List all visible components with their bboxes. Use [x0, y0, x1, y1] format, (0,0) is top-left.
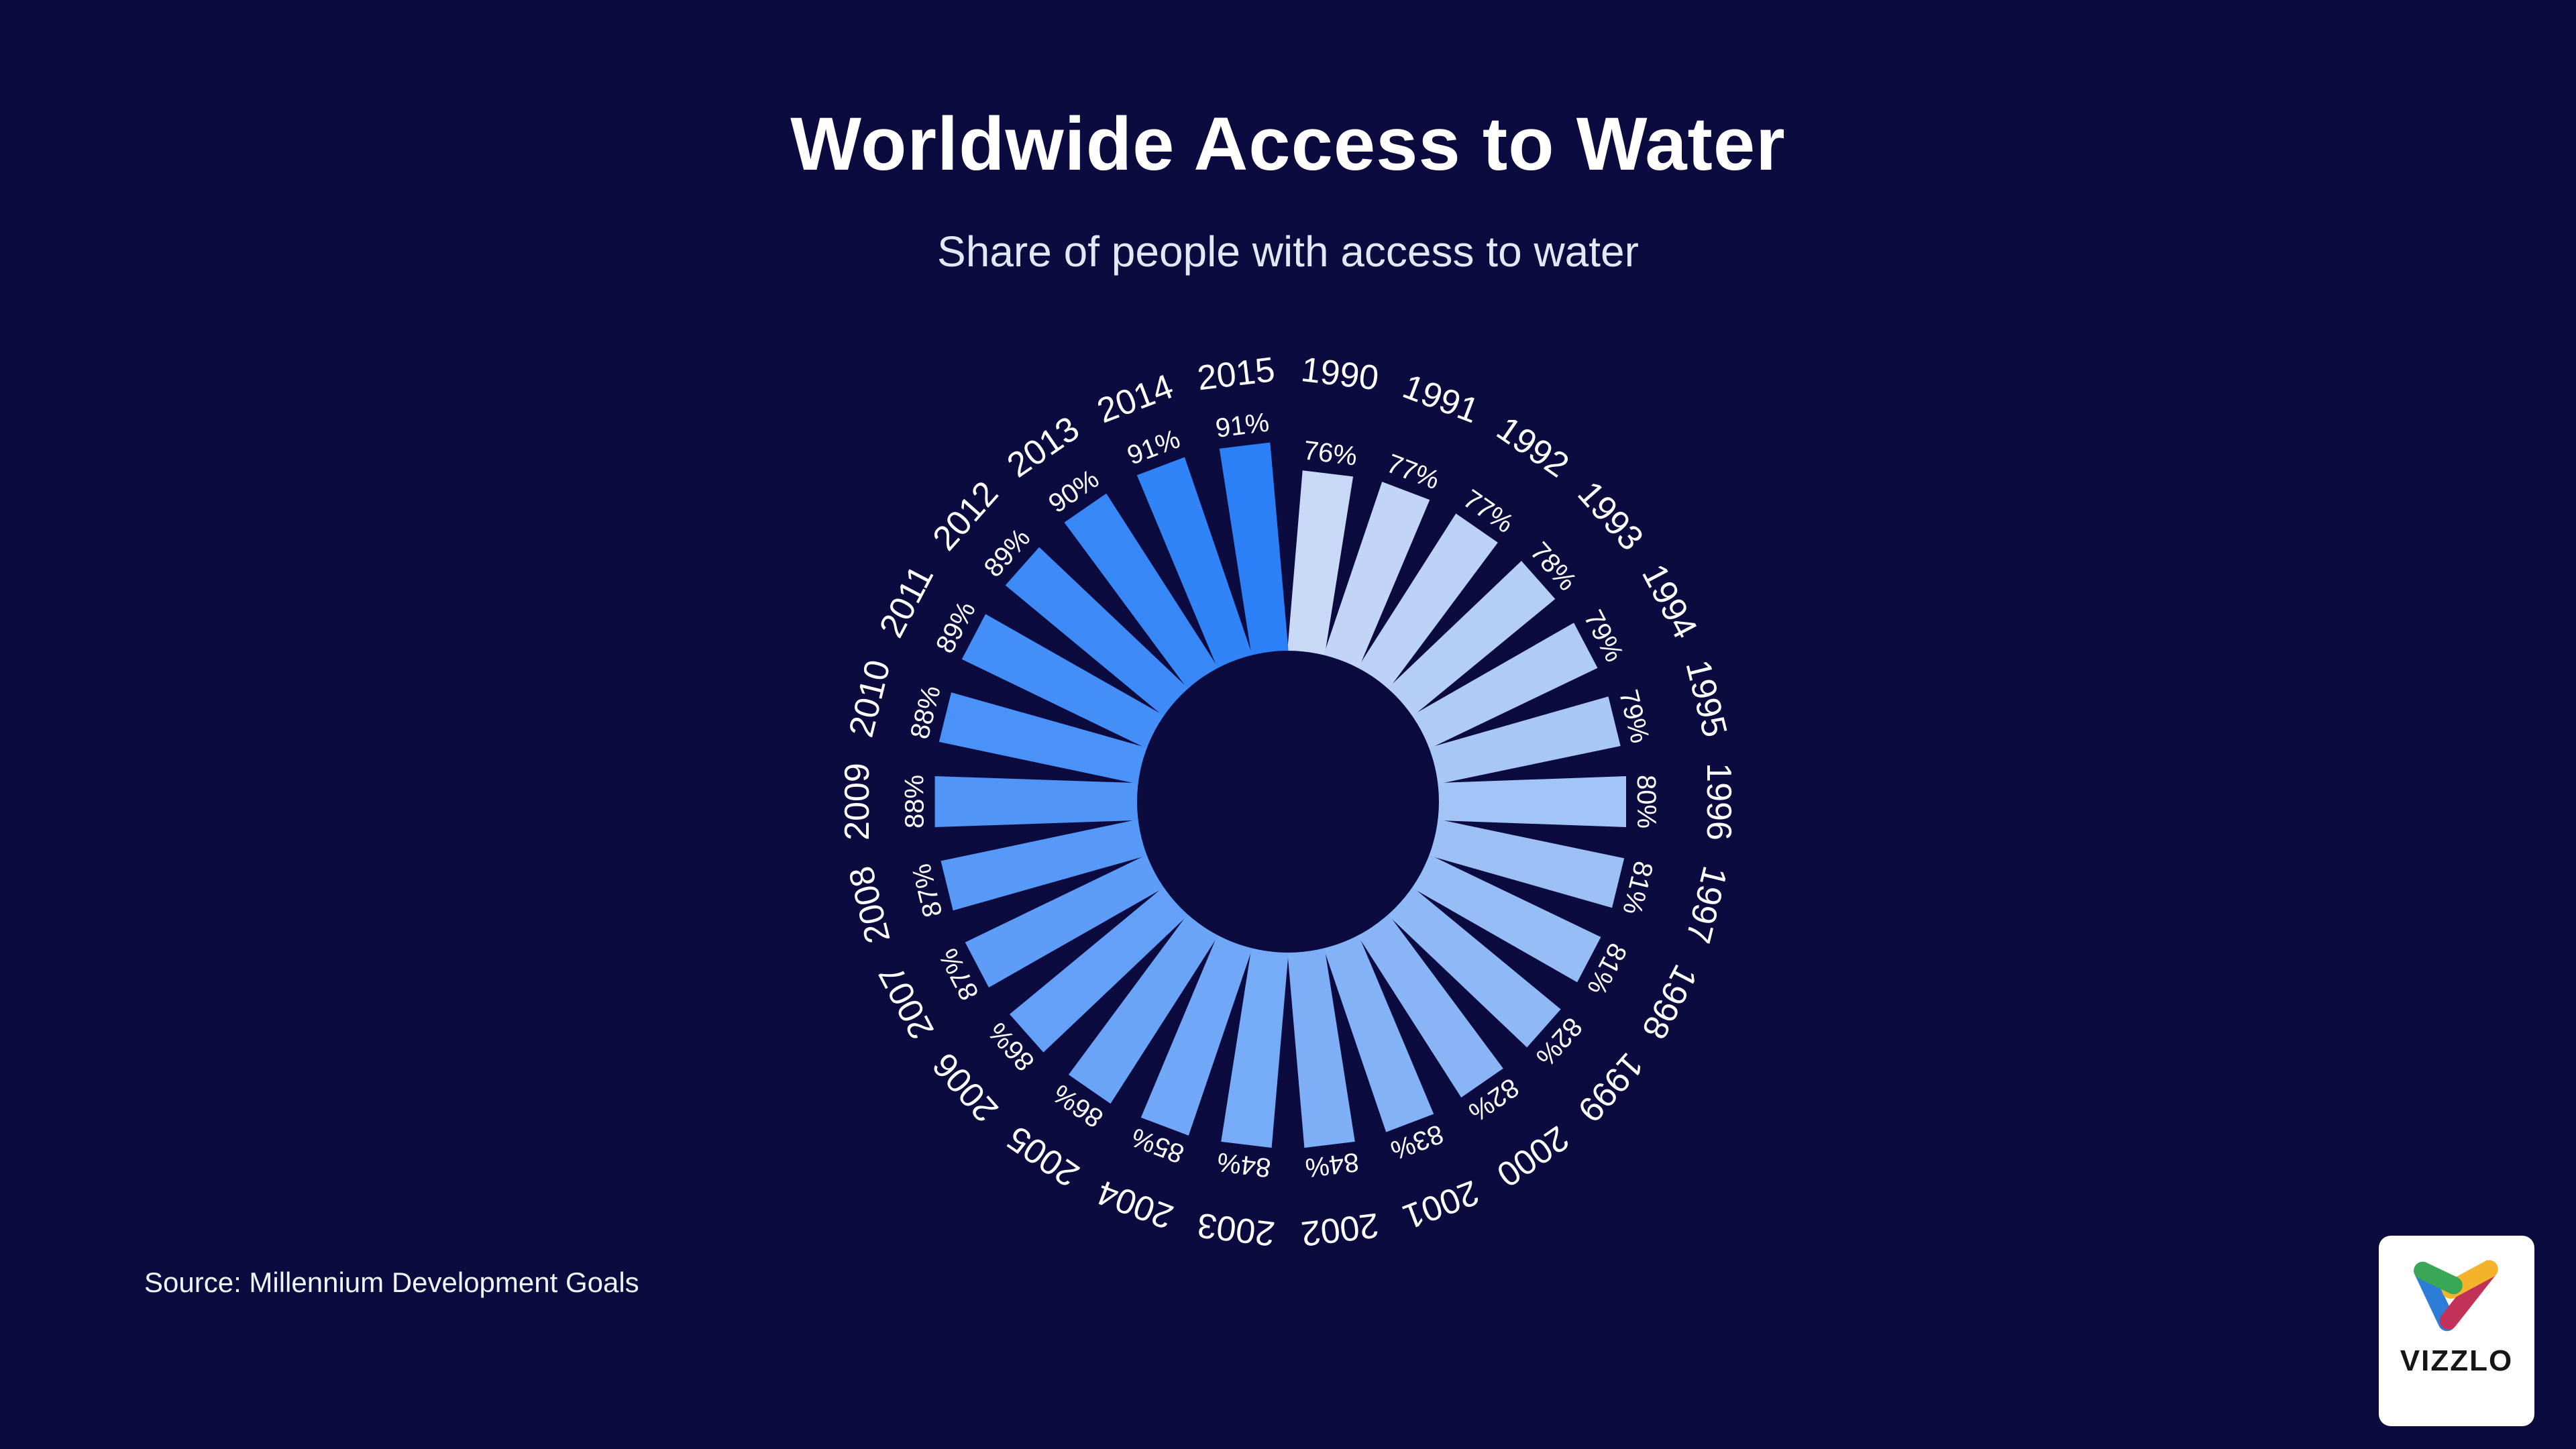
radial-bar-2004: [1140, 902, 1264, 1136]
bar-year-label: 1999: [1570, 1045, 1650, 1129]
radial-bar-2002: [1284, 912, 1355, 1148]
radial-bar-1994: [1381, 623, 1598, 764]
vizzlo-brand-card: VIZZLO: [2379, 1236, 2534, 1426]
bar-year-label: 1993: [1570, 474, 1650, 558]
bar-value-label: 91%: [1214, 408, 1271, 443]
radial-bar-2011: [961, 614, 1195, 764]
radial-bar-2012: [1005, 547, 1214, 739]
radial-bar-1993: [1362, 561, 1556, 739]
bar-year-label: 2009: [838, 763, 877, 841]
bar-year-label: 2002: [1299, 1205, 1381, 1254]
bar-value-label: 87%: [907, 861, 949, 920]
radial-bar-2010: [938, 692, 1182, 792]
bar-year-label: 2003: [1195, 1205, 1277, 1254]
vizzlo-logo-icon: [2414, 1260, 2498, 1332]
radial-bar-1995: [1394, 696, 1621, 792]
bar-year-label: 1991: [1397, 367, 1484, 431]
source-note: Source: Millennium Development Goals: [144, 1267, 639, 1298]
bar-value-label: 84%: [1216, 1147, 1273, 1183]
radial-bar-2015: [1219, 442, 1292, 691]
bar-year-label: 1998: [1634, 959, 1705, 1045]
radial-bar-2008: [941, 812, 1182, 911]
bar-value-label: 79%: [1613, 687, 1655, 746]
radial-bar-2009: [934, 776, 1174, 827]
bar-year-label: 1995: [1678, 656, 1734, 741]
radial-bar-2003: [1221, 912, 1292, 1148]
bar-year-label: 1990: [1299, 350, 1381, 398]
radial-bar-2000: [1338, 885, 1503, 1097]
bar-year-label: 1992: [1490, 409, 1576, 485]
bar-year-label: 1994: [1634, 558, 1705, 645]
radial-bar-2005: [1068, 885, 1238, 1104]
vizzlo-wordmark: VIZZLO: [2400, 1344, 2514, 1377]
chart-center-hole: [1137, 651, 1439, 953]
bar-year-label: 2010: [842, 656, 898, 741]
bar-value-label: 84%: [1303, 1147, 1360, 1183]
radial-bar-1998: [1381, 839, 1601, 983]
bar-year-label: 2015: [1195, 350, 1277, 398]
radial-bar-1990: [1284, 470, 1354, 691]
bar-value-label: 81%: [1617, 858, 1658, 917]
bar-year-label: 2005: [1000, 1118, 1086, 1194]
radial-bar-1999: [1362, 864, 1561, 1048]
bar-year-label: 1996: [1699, 763, 1738, 841]
bar-value-label: 88%: [905, 683, 947, 742]
radial-bar-2006: [1010, 864, 1214, 1053]
bar-year-label: 1997: [1678, 862, 1734, 947]
bar-year-label: 2008: [842, 862, 898, 947]
radial-bar-1992: [1338, 513, 1498, 718]
bar-year-label: 2000: [1490, 1118, 1576, 1194]
radial-bar-1991: [1312, 482, 1430, 702]
radial-bar-1996: [1402, 776, 1626, 827]
bar-value-label: 88%: [900, 775, 930, 828]
bar-year-label: 2011: [872, 559, 941, 644]
radial-bar-2014: [1136, 457, 1264, 702]
bar-value-label: 80%: [1631, 775, 1661, 828]
page-title: Worldwide Access to Water: [790, 102, 1786, 186]
radial-bar-1997: [1394, 812, 1625, 908]
bar-year-label: 2007: [871, 959, 942, 1045]
radial-bar-2013: [1064, 493, 1238, 718]
radial-bar-2007: [965, 839, 1195, 987]
bar-year-label: 2014: [1092, 367, 1179, 431]
radial-bar-2001: [1312, 902, 1434, 1132]
page-subtitle: Share of people with access to water: [937, 227, 1639, 276]
bar-year-label: 2001: [1397, 1173, 1484, 1236]
bar-value-label: 76%: [1302, 435, 1359, 471]
bar-year-label: 2004: [1092, 1173, 1179, 1236]
bar-year-label: 2006: [925, 1045, 1006, 1129]
